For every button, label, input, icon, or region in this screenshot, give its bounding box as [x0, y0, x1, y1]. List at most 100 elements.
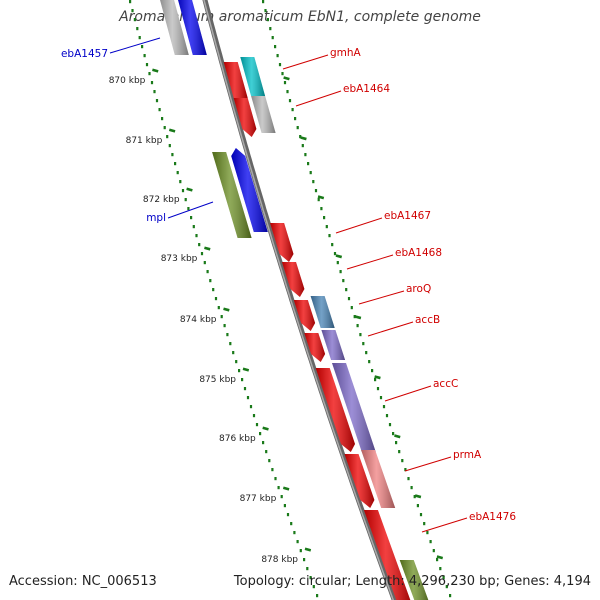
- scale-dot-right: [388, 423, 392, 427]
- gene-block-ebA1457[interactable]: [177, 0, 207, 55]
- scale-dot-right: [423, 522, 426, 526]
- scale-dot-left: [143, 54, 146, 58]
- scale-dot-right: [320, 207, 323, 211]
- scale-dot-right: [336, 261, 339, 265]
- gene-label-aroQ[interactable]: aroQ: [406, 283, 431, 295]
- gene-block-aroQ[interactable]: [310, 296, 335, 328]
- gene-block-ebA1476-red-shade: [363, 510, 411, 600]
- scale-dot-right: [445, 585, 448, 589]
- leader-line-aroQ: [358, 290, 405, 305]
- gene-label-gmhA[interactable]: gmhA: [330, 47, 362, 59]
- scale-dot-right: [356, 324, 359, 328]
- scale-dot-left: [235, 360, 238, 364]
- gene-block-cyan[interactable]: [240, 57, 266, 96]
- scale-tick-major: [304, 547, 312, 552]
- scale-tick-major-right: [394, 434, 401, 439]
- scale-dot-right: [368, 360, 371, 364]
- gene-label-ebA1457[interactable]: ebA1457: [61, 48, 108, 60]
- gene-label-prmA[interactable]: prmA: [453, 449, 482, 461]
- scale-dot-left: [209, 279, 212, 283]
- scale-dot-left: [138, 36, 141, 40]
- gene-label-ebA1464[interactable]: ebA1464: [343, 83, 390, 95]
- scale-tick-major-right: [283, 76, 290, 81]
- scale-dot-right: [264, 9, 267, 13]
- scale-dot-left: [212, 288, 215, 292]
- scale-dot-left: [252, 414, 256, 418]
- gene-label-ebA1467[interactable]: ebA1467: [384, 210, 431, 222]
- gene-block-ebA1464[interactable]: [251, 96, 276, 133]
- scale-dot-right: [395, 441, 398, 445]
- scale-dot-left: [171, 153, 174, 157]
- gene-block-gmhA[interactable]: [223, 62, 248, 98]
- gene-block-prmA-red[interactable]: [344, 454, 375, 508]
- gene-block-accB-red[interactable]: [304, 333, 326, 362]
- gene-block-ebA1468[interactable]: [282, 262, 305, 297]
- gene-label-accB[interactable]: accB: [415, 314, 440, 326]
- leader-line-mpl: [167, 201, 214, 219]
- gene-block-aroQ-red-shade: [293, 300, 316, 331]
- scale-dot-left: [306, 567, 309, 571]
- scale-dot-right: [283, 81, 287, 85]
- scale-dot-right: [426, 531, 429, 535]
- scale-dot-right: [296, 126, 299, 130]
- gene-block-olive-bottom[interactable]: [399, 560, 430, 600]
- scale-dot-right: [376, 387, 380, 391]
- scale-dot-left: [161, 117, 164, 121]
- scale-dot-right: [309, 171, 312, 175]
- gene-label-mpl[interactable]: mpl: [146, 212, 166, 224]
- scale-dot-left: [226, 333, 229, 337]
- scale-dot-right: [362, 342, 365, 346]
- scale-dot-left: [190, 216, 193, 220]
- scale-label: 873 kbp: [161, 254, 198, 264]
- gene-block-mpl[interactable]: [231, 148, 268, 232]
- leader-line-ebA1457: [109, 37, 161, 54]
- leader-line-ebA1476: [421, 517, 468, 533]
- gene-block-gray-top-shade: [160, 0, 189, 55]
- scale-dot-left: [296, 540, 299, 544]
- scale-dot-right: [392, 432, 395, 436]
- gene-block-olive[interactable]: [212, 152, 252, 238]
- scale-label: 878 kbp: [261, 555, 298, 565]
- backbone-highlight: [203, 0, 395, 600]
- scale-dot-left: [255, 423, 259, 427]
- scale-dot-left: [163, 126, 166, 130]
- gene-block-ebA1467[interactable]: [270, 223, 294, 262]
- scale-dot-left: [286, 513, 290, 517]
- scale-dot-right: [271, 36, 274, 40]
- scale-dot-right: [304, 153, 307, 157]
- scale-tick-major: [223, 307, 230, 312]
- scale-dot-left: [229, 342, 232, 346]
- scale-dot-right: [353, 315, 356, 319]
- gene-block-aroQ-red[interactable]: [293, 300, 316, 331]
- scale-label: 876 kbp: [219, 434, 256, 444]
- scale-tick-major: [242, 367, 250, 372]
- scale-dot-left: [184, 198, 187, 202]
- scale-dot-left: [217, 306, 220, 310]
- gene-block-accC-red[interactable]: [315, 368, 355, 452]
- scale-dot-left: [153, 90, 156, 94]
- gene-block-accB[interactable]: [321, 330, 346, 360]
- gene-block-gray-top[interactable]: [159, 0, 189, 55]
- gene-label-ebA1468[interactable]: ebA1468: [395, 247, 442, 259]
- scale-dot-right: [439, 567, 442, 571]
- scale-dot-right: [382, 405, 386, 409]
- scale-tick-major: [204, 246, 211, 251]
- gene-block-prmA[interactable]: [361, 450, 396, 508]
- scale-dot-left: [265, 450, 268, 454]
- gene-label-accC[interactable]: accC: [433, 378, 458, 390]
- backbone-layer: [202, 0, 397, 600]
- gene-label-ebA1476[interactable]: ebA1476: [469, 511, 516, 523]
- scale-dot-left: [271, 468, 274, 472]
- scale-label: 875 kbp: [199, 375, 236, 385]
- gene-block-olive-shade: [212, 152, 252, 238]
- gene-block-ebA1476-red[interactable]: [363, 510, 412, 600]
- scale-label: 871 kbp: [126, 136, 163, 146]
- scale-dot-right: [262, 0, 265, 4]
- scale-dot-right: [345, 288, 348, 292]
- scale-dot-right: [365, 351, 368, 355]
- gene-block-accC[interactable]: [332, 363, 376, 452]
- scale-dot-left: [303, 558, 306, 562]
- scale-dot-left: [259, 432, 262, 436]
- gene-block-gmhA-b[interactable]: [233, 98, 257, 137]
